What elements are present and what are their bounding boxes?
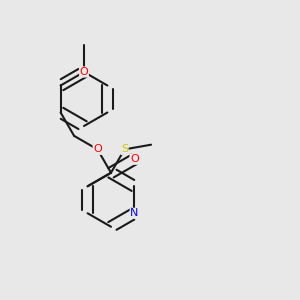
Text: O: O (93, 144, 102, 154)
Text: N: N (130, 208, 139, 218)
Text: S: S (121, 144, 128, 154)
Text: O: O (80, 67, 88, 77)
Text: O: O (130, 154, 139, 164)
